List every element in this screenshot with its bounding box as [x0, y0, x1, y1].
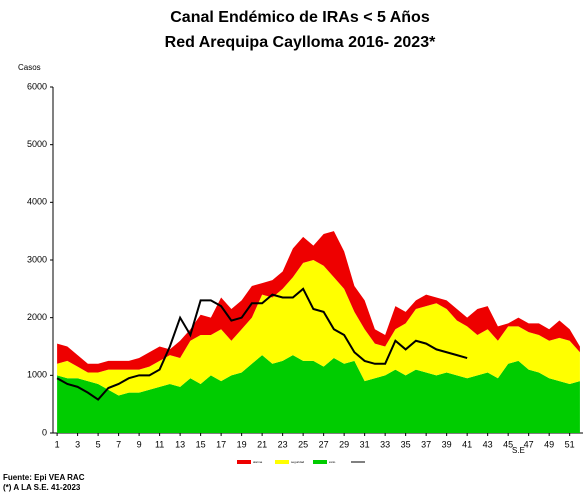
legend-label: seguridad	[291, 460, 305, 464]
x-tick-label: 27	[319, 439, 329, 449]
x-tick-label: 7	[116, 439, 121, 449]
line-series	[56, 287, 468, 401]
x-tick-label: 23	[278, 439, 288, 449]
y-tick-label: 2000	[27, 312, 47, 322]
y-tick-label: 1000	[27, 370, 47, 380]
x-tick-label: 45	[503, 439, 513, 449]
x-tick-label: 5	[96, 439, 101, 449]
x-tick-label: 41	[462, 439, 472, 449]
x-tick-label: 43	[483, 439, 493, 449]
x-tick-label: 17	[216, 439, 226, 449]
legend-swatch	[275, 460, 289, 464]
legend-label: alarma	[253, 460, 263, 464]
y-tick-label: 5000	[27, 139, 47, 149]
x-tick-label: 31	[360, 439, 370, 449]
x-tick-label: 51	[565, 439, 575, 449]
x-axis-label: S.E	[512, 446, 525, 455]
legend-swatch	[237, 460, 251, 464]
chart-subtitle: Red Arequipa Caylloma 2016- 2023*	[165, 34, 436, 51]
x-tick-label: 37	[421, 439, 431, 449]
x-tick-label: 11	[155, 439, 164, 449]
y-tick-label: 4000	[27, 197, 47, 207]
y-tick-label: 6000	[27, 81, 47, 91]
y-tick-label: 3000	[27, 254, 47, 264]
x-tick-label: 19	[237, 439, 247, 449]
chart-title: Canal Endémico de IRAs < 5 Años	[170, 9, 430, 26]
area-band	[57, 260, 580, 396]
source: Fuente: Epi VEA RAC	[3, 473, 85, 482]
note: (*) A LA S.E. 41-2023	[3, 483, 81, 492]
y-tick-label: 0	[42, 427, 47, 437]
x-tick-label: 25	[298, 439, 308, 449]
x-tick-label: 49	[544, 439, 554, 449]
y-axis-label: Casos	[18, 63, 41, 72]
area-band	[57, 231, 580, 373]
x-tick-label: 15	[196, 439, 206, 449]
area-band	[57, 355, 580, 433]
x-tick-label: 21	[257, 439, 267, 449]
legend-swatch	[313, 460, 327, 464]
x-tick-label: 39	[442, 439, 452, 449]
x-tick-label: 13	[175, 439, 185, 449]
x-tick-label: 1	[55, 439, 60, 449]
x-tick-label: 29	[339, 439, 349, 449]
x-tick-label: 33	[380, 439, 390, 449]
legend-label: éxito	[329, 460, 336, 464]
x-tick-label: 47	[524, 439, 534, 449]
x-tick-label: 35	[401, 439, 411, 449]
x-tick-label: 9	[137, 439, 142, 449]
x-tick-label: 3	[75, 439, 80, 449]
